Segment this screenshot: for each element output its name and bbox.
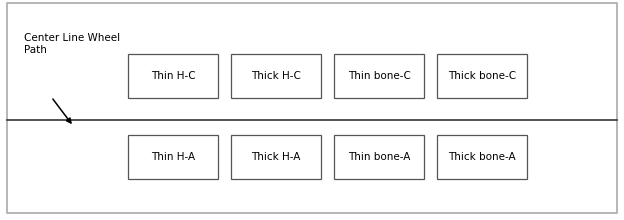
Text: Thin bone-C: Thin bone-C bbox=[348, 71, 411, 81]
Text: Thin H-A: Thin H-A bbox=[151, 152, 195, 162]
Bar bbox=[334, 135, 424, 179]
Bar bbox=[437, 135, 527, 179]
Text: Thick bone-C: Thick bone-C bbox=[448, 71, 516, 81]
Text: Thick H-A: Thick H-A bbox=[251, 152, 301, 162]
Bar bbox=[231, 135, 321, 179]
Text: Thin bone-A: Thin bone-A bbox=[348, 152, 410, 162]
Bar bbox=[128, 54, 218, 98]
Bar bbox=[334, 54, 424, 98]
Text: Thick H-C: Thick H-C bbox=[251, 71, 301, 81]
Bar bbox=[128, 135, 218, 179]
Text: Thick bone-A: Thick bone-A bbox=[448, 152, 516, 162]
Text: Center Line Wheel
Path: Center Line Wheel Path bbox=[24, 33, 120, 55]
Bar bbox=[231, 54, 321, 98]
Bar bbox=[437, 54, 527, 98]
Text: Thin H-C: Thin H-C bbox=[151, 71, 195, 81]
